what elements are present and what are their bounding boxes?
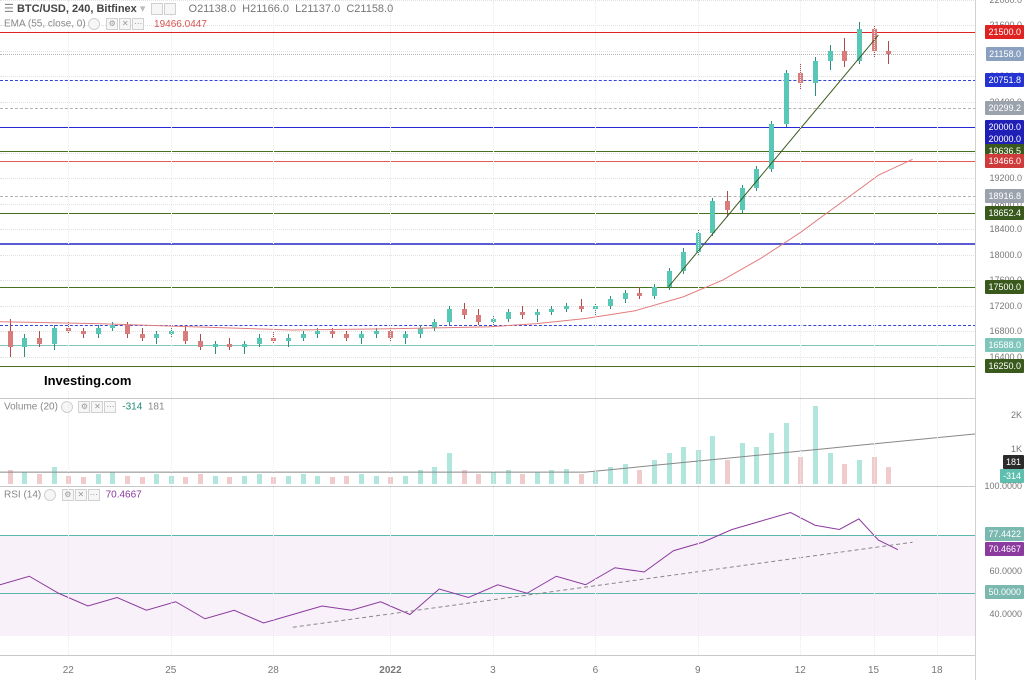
exchange: Bitfinex [96, 3, 136, 15]
header-btn-2[interactable] [164, 3, 176, 15]
x-axis: 2225282022369121518 [0, 655, 976, 680]
chart-root: { "canvas":{"w":1024,"h":680,"yaxis_w":4… [0, 0, 1024, 680]
ema-delete-icon[interactable]: ✕ [119, 18, 131, 30]
rsi-panel[interactable]: RSI (14) ⚙ ✕ ⋯ 70.4667 [0, 486, 976, 657]
ema-more-icon[interactable]: ⋯ [132, 18, 144, 30]
symbol-header: ☰ BTC/USD, 240, Bitfinex ▾ O21138.0 H211… [4, 2, 393, 15]
resolution: 240 [72, 3, 90, 15]
ema-label: EMA (55, close, 0) [4, 19, 86, 30]
exchange-dropdown-icon[interactable]: ▾ [140, 3, 146, 15]
volume-panel[interactable]: Volume (20) ⚙ ✕ ⋯ -314 181 [0, 398, 976, 484]
header-btn-1[interactable] [151, 3, 163, 15]
ema-visibility-icon[interactable] [88, 18, 100, 30]
chart-type-icon: ☰ [4, 3, 14, 15]
y-axis: 22000.021600.021200.020800.020400.020000… [975, 0, 1024, 680]
ema-settings-icon[interactable]: ⚙ [106, 18, 118, 30]
ema-value: 19466.0447 [154, 19, 207, 30]
investing-watermark: Investing.com [38, 370, 137, 391]
ema-indicator-row: EMA (55, close, 0) ⚙ ✕ ⋯ 19466.0447 [4, 18, 207, 30]
symbol: BTC/USD [17, 3, 66, 15]
price-panel[interactable]: ☰ BTC/USD, 240, Bitfinex ▾ O21138.0 H211… [0, 0, 976, 395]
ohlc-readout: O21138.0 H21166.0 L21137.0 C21158.0 [189, 3, 394, 15]
